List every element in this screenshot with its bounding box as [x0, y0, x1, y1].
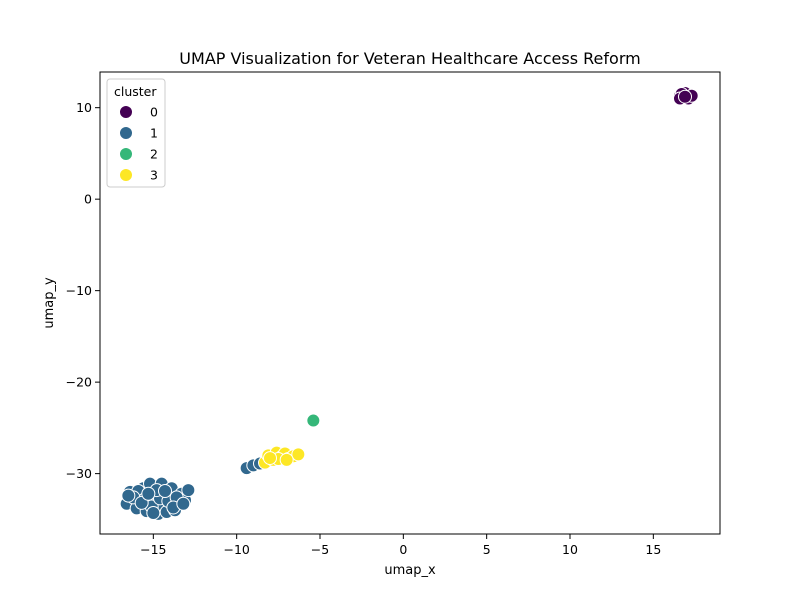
x-tick-label: 0 — [399, 542, 407, 557]
x-tick-label: 10 — [562, 542, 578, 557]
data-point — [678, 89, 692, 104]
x-tick-label: −15 — [140, 542, 166, 557]
data-point — [146, 505, 161, 520]
legend-marker — [119, 147, 133, 161]
data-point — [141, 486, 156, 501]
x-tick-label: −5 — [311, 542, 329, 557]
data-point — [291, 447, 306, 462]
series-cluster-1 — [119, 456, 267, 521]
data-point — [158, 484, 172, 499]
legend-box — [106, 78, 166, 188]
data-point — [181, 483, 196, 498]
series-cluster-3 — [258, 445, 306, 470]
legend-marker — [119, 126, 133, 140]
legend-label: 2 — [150, 147, 158, 162]
y-tick-label: −20 — [66, 375, 92, 390]
series-cluster-0 — [673, 86, 699, 106]
legend: cluster 0 1 2 3 — [106, 78, 166, 188]
y-tick-label: −30 — [66, 466, 92, 481]
y-tick-label: −10 — [66, 283, 92, 298]
y-tick-label: 0 — [84, 192, 92, 207]
legend-label: 0 — [150, 105, 158, 120]
legend-label: 1 — [150, 126, 158, 141]
series-cluster-2 — [306, 413, 321, 428]
data-point — [263, 451, 277, 466]
legend-label: 3 — [150, 168, 158, 183]
chart-title: UMAP Visualization for Veteran Healthcar… — [179, 49, 640, 68]
data-point — [176, 496, 191, 511]
x-tick-label: 15 — [645, 542, 661, 557]
x-tick-label: −10 — [223, 542, 249, 557]
data-point — [121, 488, 136, 503]
x-axis: −15 −10 −5 0 5 10 15 — [140, 534, 661, 557]
y-axis: −30 −20 −10 0 10 — [66, 100, 100, 481]
legend-marker — [119, 168, 133, 182]
data-point — [279, 452, 294, 467]
plot-frame — [99, 71, 721, 535]
x-tick-label: 5 — [483, 542, 491, 557]
plot-area — [100, 72, 720, 534]
x-axis-label: umap_x — [384, 563, 436, 578]
y-axis-label: umap_y — [42, 277, 57, 329]
legend-entries: 0 1 2 3 — [119, 105, 158, 183]
legend-title: cluster — [114, 84, 157, 99]
y-tick-label: 10 — [76, 100, 92, 115]
points-layer — [119, 86, 699, 521]
data-point — [306, 413, 321, 428]
legend-marker — [119, 105, 133, 119]
